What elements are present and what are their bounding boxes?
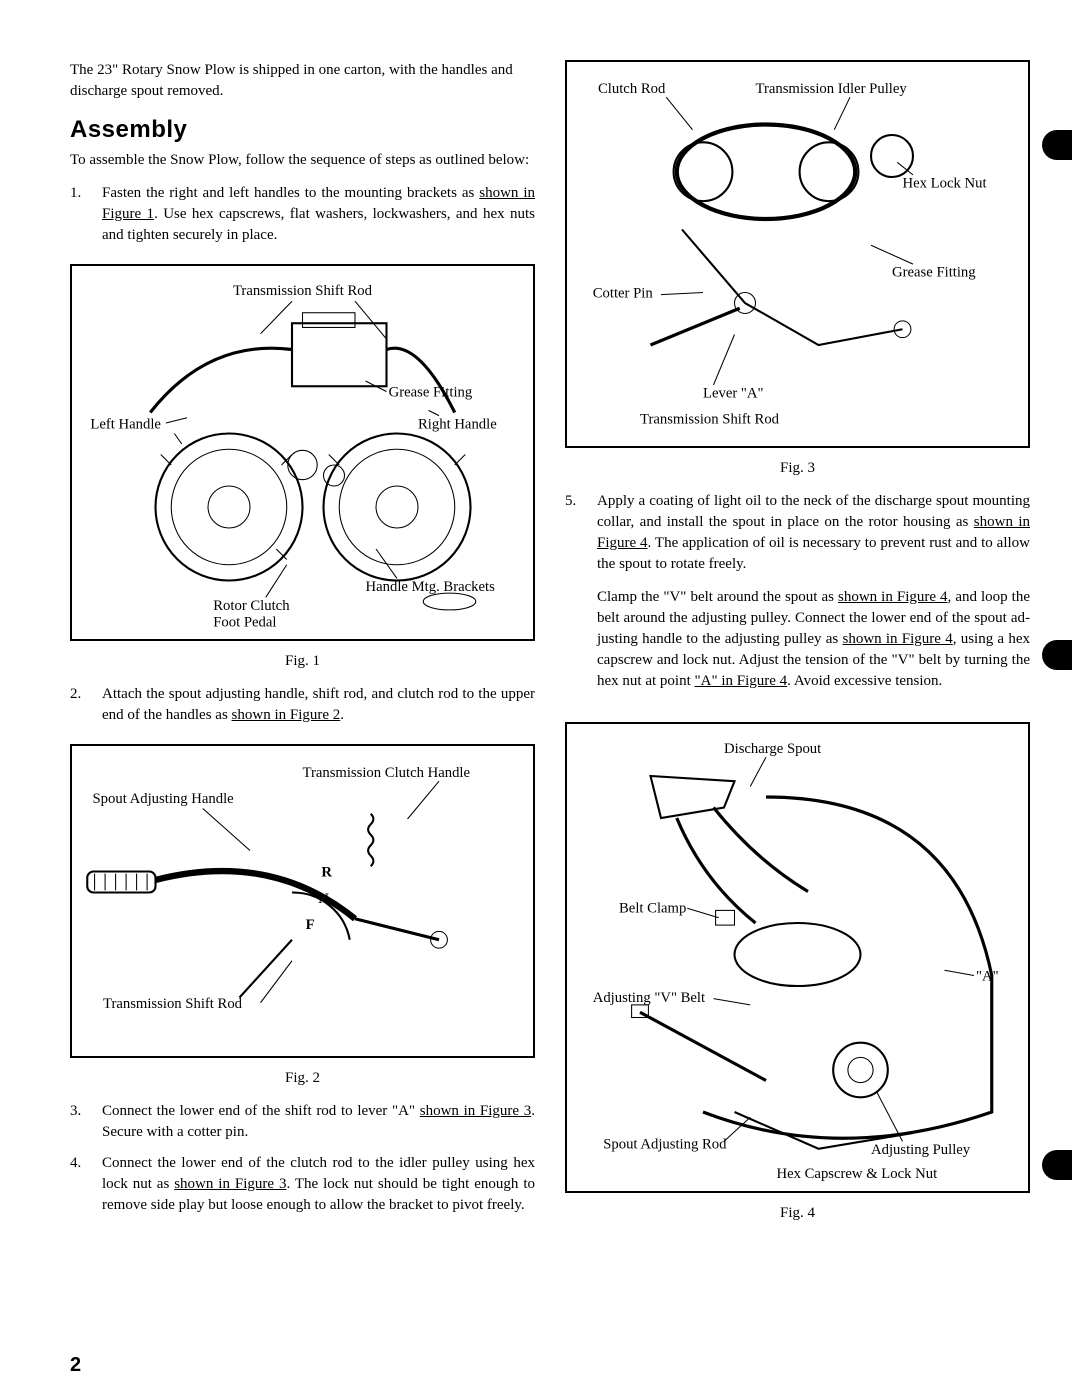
fig3-label-shift-rod: Transmission Shift Rod: [640, 412, 780, 428]
figure-2: Transmission Clutch Handle Spout Adjusti…: [70, 744, 535, 1058]
fig1-label-mtg-brackets: Handle Mtg. Brackets: [366, 579, 496, 595]
page: The 23" Rotary Snow Plow is shipped in o…: [0, 0, 1080, 1397]
page-number: 2: [70, 1354, 81, 1377]
step-number: 4.: [70, 1153, 88, 1216]
fig4-label-adj-pulley: Adjusting Pulley: [871, 1142, 971, 1158]
fig4-label-adj-rod: Spout Adjusting Rod: [603, 1136, 727, 1152]
fig3-label-cotter-pin: Cotter Pin: [593, 286, 654, 302]
step-body: Connect the lower end of the shift rod t…: [102, 1101, 535, 1143]
figure-4: Discharge Spout Belt Clamp "A" Adjusting…: [565, 722, 1030, 1194]
step-4: 4. Connect the lower end of the clutch r…: [70, 1153, 535, 1216]
figure-3: Clutch Rod Transmission Idler Pulley Hex…: [565, 60, 1030, 448]
fig1-caption: Fig. 1: [70, 653, 535, 670]
punch-hole-icon: [1042, 130, 1072, 160]
fig4-label-capscrew: Hex Capscrew & Lock Nut: [777, 1166, 938, 1182]
fig2-label-r: R: [321, 865, 332, 881]
fig4-label-belt-clamp: Belt Clamp: [619, 900, 686, 916]
figure-1: Transmission Shift Rod Left Handle Right…: [70, 264, 535, 641]
fig2-label-clutch-handle: Transmission Clutch Handle: [303, 765, 471, 781]
punch-hole-icon: [1042, 640, 1072, 670]
fig3-label-clutch-rod: Clutch Rod: [598, 81, 666, 97]
assembly-subintro: To assemble the Snow Plow, follow the se…: [70, 150, 535, 171]
step-number: 3.: [70, 1101, 88, 1143]
assembly-heading: Assembly: [70, 116, 535, 144]
fig3-label-idler-pulley: Transmission Idler Pulley: [756, 81, 908, 97]
fig1-label-right-handle: Right Handle: [418, 416, 497, 432]
step-body: Fasten the right and left handles to the…: [102, 183, 535, 246]
step-body: Connect the lower end of the clutch rod …: [102, 1153, 535, 1216]
fig1-label-shift-rod: Transmission Shift Rod: [233, 283, 373, 299]
fig2-label-n: N: [318, 891, 329, 907]
fig4-label-a: "A": [976, 968, 999, 984]
step-number: 2.: [70, 684, 88, 726]
step-number: 1.: [70, 183, 88, 246]
fig3-label-hex-lock: Hex Lock Nut: [903, 176, 987, 192]
fig1-label-left-handle: Left Handle: [90, 416, 161, 432]
step-2: 2. Attach the spout adjusting handle, sh…: [70, 684, 535, 726]
fig4-label-v-belt: Adjusting "V" Belt: [593, 989, 705, 1005]
step-1: 1. Fasten the right and left handles to …: [70, 183, 535, 246]
punch-hole-icon: [1042, 1150, 1072, 1180]
fig1-label-rotor-clutch: Rotor Clutch: [213, 598, 290, 614]
fig2-label-f: F: [306, 917, 315, 933]
fig3-caption: Fig. 3: [565, 460, 1030, 477]
fig3-label-grease: Grease Fitting: [892, 265, 976, 281]
fig3-label-lever-a: Lever "A": [703, 386, 764, 402]
step-number: 5.: [565, 491, 583, 704]
fig4-caption: Fig. 4: [565, 1205, 1030, 1222]
step-5: 5. Apply a coating of light oil to the n…: [565, 491, 1030, 704]
step-body: Apply a coating of light oil to the neck…: [597, 491, 1030, 704]
fig1-label-foot-pedal: Foot Pedal: [213, 615, 276, 631]
fig2-caption: Fig. 2: [70, 1070, 535, 1087]
fig4-label-discharge: Discharge Spout: [724, 740, 821, 756]
step-3: 3. Connect the lower end of the shift ro…: [70, 1101, 535, 1143]
fig1-label-grease: Grease Fitting: [389, 385, 473, 401]
fig2-label-spout-handle: Spout Adjusting Handle: [93, 791, 235, 807]
fig2-label-shift-rod: Transmission Shift Rod: [103, 996, 243, 1012]
step5-para1: Apply a coating of light oil to the neck…: [597, 491, 1030, 575]
right-column: Clutch Rod Transmission Idler Pulley Hex…: [565, 60, 1030, 1367]
step5-para2: Clamp the "V" belt around the spout as s…: [597, 587, 1030, 692]
left-column: The 23" Rotary Snow Plow is shipped in o…: [70, 60, 535, 1367]
step-body: Attach the spout adjusting handle, shift…: [102, 684, 535, 726]
intro-text: The 23" Rotary Snow Plow is shipped in o…: [70, 60, 535, 102]
